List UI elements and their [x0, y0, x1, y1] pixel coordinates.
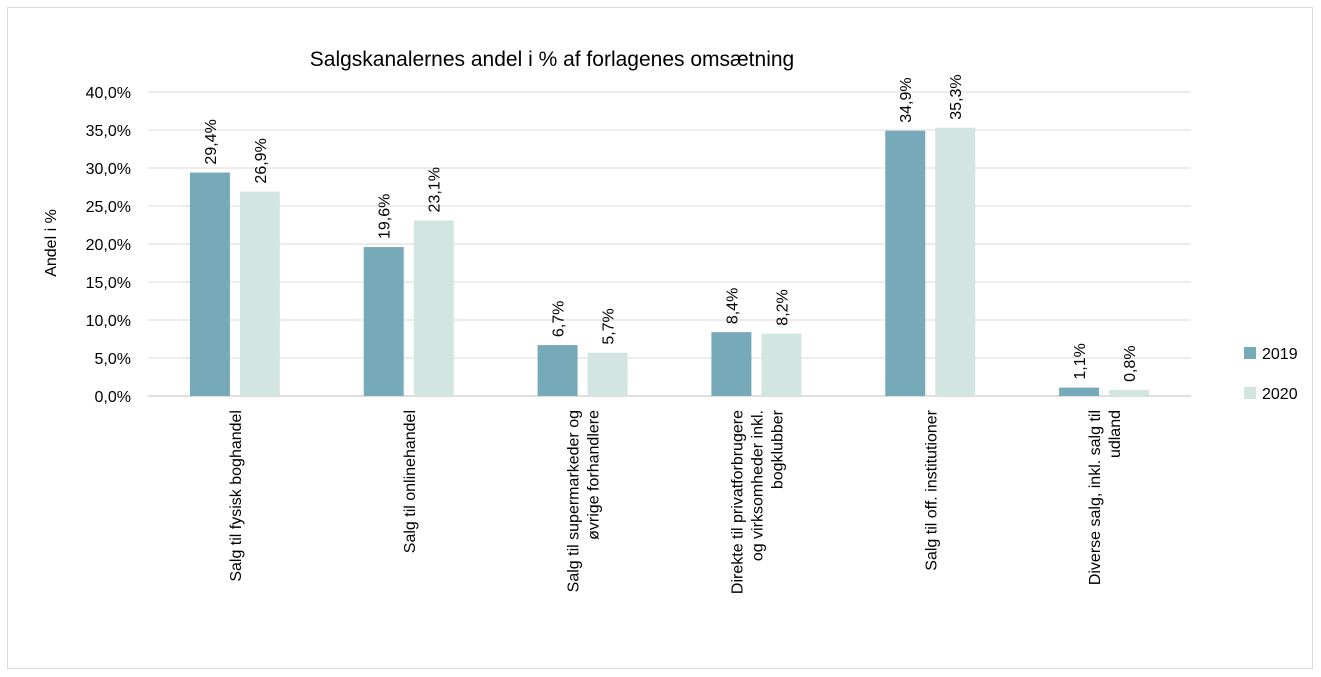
x-tick-label: øvrige forhandlere	[586, 410, 603, 540]
x-axis-labels: Salg til fysisk boghandel Salg til online…	[228, 409, 1124, 594]
y-tick-label: 25,0%	[86, 199, 131, 216]
x-tick-label: Salg til supermarkeder og	[566, 410, 583, 592]
data-label: 5,7%	[601, 308, 618, 344]
chart-title: Salgskanalernes andel i % af forlagenes …	[310, 48, 794, 71]
bar-2019	[885, 130, 926, 396]
x-tick-label: Salg til fysisk boghandel	[228, 410, 245, 582]
bar-2019	[189, 172, 230, 396]
data-labels: 29,4% 26,9% 19,6% 23,1% 6,7% 5,7% 8,4% 8,2% 34,9…	[203, 74, 1139, 382]
data-label: 26,9%	[253, 138, 270, 183]
y-tick-label: 15,0%	[86, 275, 131, 292]
y-axis-ticks: 0,0% 5,0% 10,0% 15,0% 20,0% 25,0% 30,0% 35,0% 40…	[86, 85, 131, 406]
legend: 2019 2020	[1244, 346, 1298, 403]
data-label: 8,2%	[774, 289, 791, 325]
legend-swatch	[1244, 387, 1256, 399]
data-label: 6,7%	[551, 301, 568, 337]
data-label: 29,4%	[203, 119, 220, 164]
x-tick-label: Salg til onlinehandel	[402, 410, 419, 553]
legend-label: 2019	[1262, 346, 1298, 363]
bar-2019	[537, 345, 578, 396]
data-label: 19,6%	[377, 194, 394, 239]
legend-label: 2020	[1262, 386, 1298, 403]
y-tick-label: 20,0%	[86, 237, 131, 254]
y-tick-label: 35,0%	[86, 123, 131, 140]
y-tick-label: 30,0%	[86, 161, 131, 178]
legend-swatch	[1244, 347, 1256, 359]
x-tick-label: udland	[1107, 410, 1124, 458]
y-tick-label: 0,0%	[95, 389, 131, 406]
y-tick-label: 40,0%	[86, 85, 131, 102]
data-label: 34,9%	[898, 77, 915, 122]
bars	[189, 127, 1150, 396]
y-axis-label: Andel i %	[43, 209, 60, 277]
data-label: 1,1%	[1072, 343, 1089, 379]
bar-2019	[1059, 387, 1100, 396]
bar-2020	[413, 220, 454, 396]
data-label: 35,3%	[948, 74, 965, 119]
x-tick-label: bogklubber	[769, 409, 786, 489]
data-label: 23,1%	[427, 167, 444, 212]
x-tick-label: og virksomheder inkl.	[749, 410, 766, 561]
y-tick-label: 5,0%	[95, 351, 131, 368]
bar-2019	[711, 332, 752, 396]
bar-2020	[935, 127, 976, 396]
bar-2020	[761, 333, 802, 396]
x-tick-label: Salg til off. institutioner	[923, 409, 940, 570]
y-tick-label: 10,0%	[86, 313, 131, 330]
data-label: 0,8%	[1122, 345, 1139, 381]
data-label: 8,4%	[724, 288, 741, 324]
gridlines	[148, 91, 1191, 397]
bar-2020	[587, 352, 628, 396]
x-tick-label: Direkte til privatforbrugere	[729, 410, 746, 594]
bar-2020	[1109, 389, 1150, 396]
bar-2020	[239, 191, 280, 396]
bar-2019	[363, 247, 404, 396]
x-tick-label: Diverse salg, inkl. salg til	[1087, 410, 1104, 585]
